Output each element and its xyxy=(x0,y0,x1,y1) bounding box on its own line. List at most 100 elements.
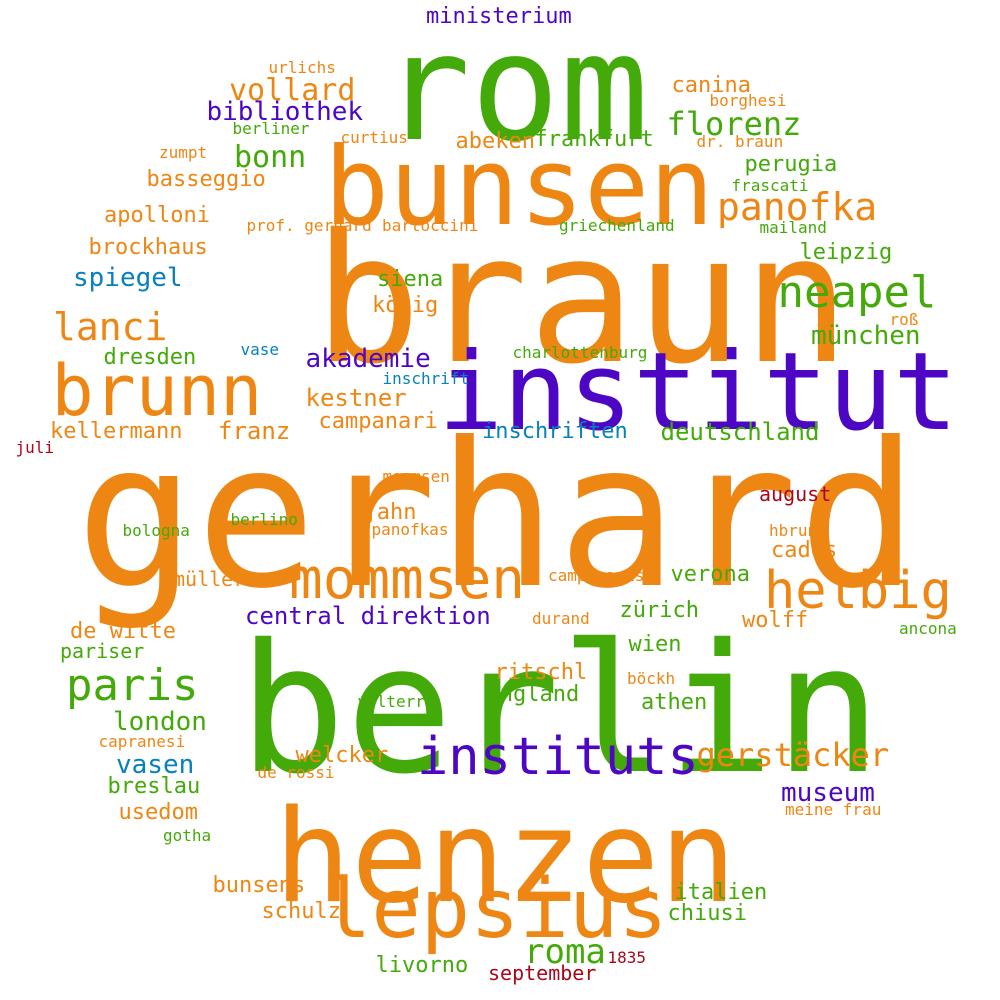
word: vasen xyxy=(116,750,195,780)
word: brockhaus xyxy=(88,235,208,260)
word: griechenland xyxy=(559,216,675,235)
word: basseggio xyxy=(146,167,266,192)
word: charlottenburg xyxy=(512,343,648,362)
word: bibliothek xyxy=(206,97,364,127)
word: brunn xyxy=(51,350,263,432)
word: könig xyxy=(372,293,439,318)
word: volterra xyxy=(357,692,435,711)
word: durand xyxy=(532,609,590,628)
word: abeken xyxy=(455,129,535,154)
word: spiegel xyxy=(73,263,183,293)
word: vollard xyxy=(229,73,356,108)
word: roß xyxy=(889,310,919,329)
word: london xyxy=(113,707,207,737)
word: welcker xyxy=(295,743,389,768)
word: florenz xyxy=(666,105,802,143)
word: inschrift xyxy=(382,369,470,388)
word: museum xyxy=(781,778,875,808)
word: ritschl xyxy=(494,660,588,685)
word: pariser xyxy=(60,639,145,663)
word: kestner xyxy=(305,384,407,412)
word: instituts xyxy=(417,727,699,787)
word: cades xyxy=(771,538,838,563)
word: panofka xyxy=(717,185,878,229)
word: zumpt xyxy=(159,143,208,162)
word: de witte xyxy=(70,619,176,644)
word: campanaris xyxy=(548,566,645,585)
word: usedom xyxy=(118,800,198,825)
word: dr. braun xyxy=(696,132,784,151)
word: frankfurt xyxy=(534,127,654,152)
word: urlichs xyxy=(268,58,336,77)
word: curtius xyxy=(340,128,408,147)
word: vase xyxy=(240,340,280,359)
word: meine frau xyxy=(785,800,882,819)
word: gotha xyxy=(163,826,212,845)
word: canina xyxy=(671,73,751,98)
word: lepsius xyxy=(322,862,668,957)
word: chiusi xyxy=(667,901,747,926)
word: siena xyxy=(377,267,444,292)
word: jahn xyxy=(363,500,417,525)
word: mailand xyxy=(759,218,827,237)
word: ministerium xyxy=(426,4,572,29)
word: campanari xyxy=(318,409,438,434)
word: müller xyxy=(173,567,246,591)
word: 1835 xyxy=(607,948,647,967)
word: paris xyxy=(66,660,199,711)
word: mommsen xyxy=(289,547,526,612)
word: schulz xyxy=(261,899,341,924)
word: prof. gerhard xyxy=(246,216,372,235)
word: münchen xyxy=(811,321,921,351)
word: roma xyxy=(524,932,606,972)
word: england xyxy=(486,682,580,707)
word: gerstäcker xyxy=(696,736,890,774)
word: leipzig xyxy=(799,240,893,265)
word: akademie xyxy=(305,344,431,374)
word: august xyxy=(759,482,832,506)
word: berlino xyxy=(230,510,298,529)
word: central direktion xyxy=(245,602,491,630)
word: de rossi xyxy=(257,763,335,782)
word: zürich xyxy=(619,598,699,623)
word: apolloni xyxy=(104,203,210,228)
word: institut xyxy=(438,330,959,455)
word: deutschland xyxy=(660,418,820,446)
word: bunsens xyxy=(212,873,306,898)
word: ancona xyxy=(899,619,957,638)
word: panofkas xyxy=(371,520,449,539)
word: braun xyxy=(314,196,850,403)
word: wien xyxy=(628,632,682,657)
word: bartoccini xyxy=(382,216,479,235)
word: borghesi xyxy=(709,91,787,110)
word: frascati xyxy=(731,176,809,195)
word: bologna xyxy=(122,521,190,540)
word: bonn xyxy=(234,140,307,175)
word: italien xyxy=(674,880,768,905)
word: neapel xyxy=(777,267,937,318)
word: livorno xyxy=(375,953,469,978)
word: verona xyxy=(670,562,750,587)
word: kellermann xyxy=(50,419,183,444)
word: september xyxy=(488,961,597,985)
word: athen xyxy=(641,690,708,715)
word: wolff xyxy=(742,608,809,633)
word: böckh xyxy=(627,669,676,688)
word: rom xyxy=(381,2,649,174)
word: helbig xyxy=(764,561,952,621)
word: juli xyxy=(15,438,55,457)
word: dresden xyxy=(103,345,197,370)
word: capranesi xyxy=(98,732,186,751)
word: mommsen xyxy=(382,467,450,486)
word: franz xyxy=(218,417,291,445)
word: henzen xyxy=(274,783,737,932)
word: lanci xyxy=(53,305,168,349)
word: berliner xyxy=(232,119,310,138)
word: gerhard xyxy=(75,400,919,633)
word: berlin xyxy=(238,606,882,813)
word: bunsen xyxy=(324,125,715,250)
word: breslau xyxy=(107,774,201,799)
word: hbrunn xyxy=(769,521,827,540)
word: perugia xyxy=(744,152,838,177)
